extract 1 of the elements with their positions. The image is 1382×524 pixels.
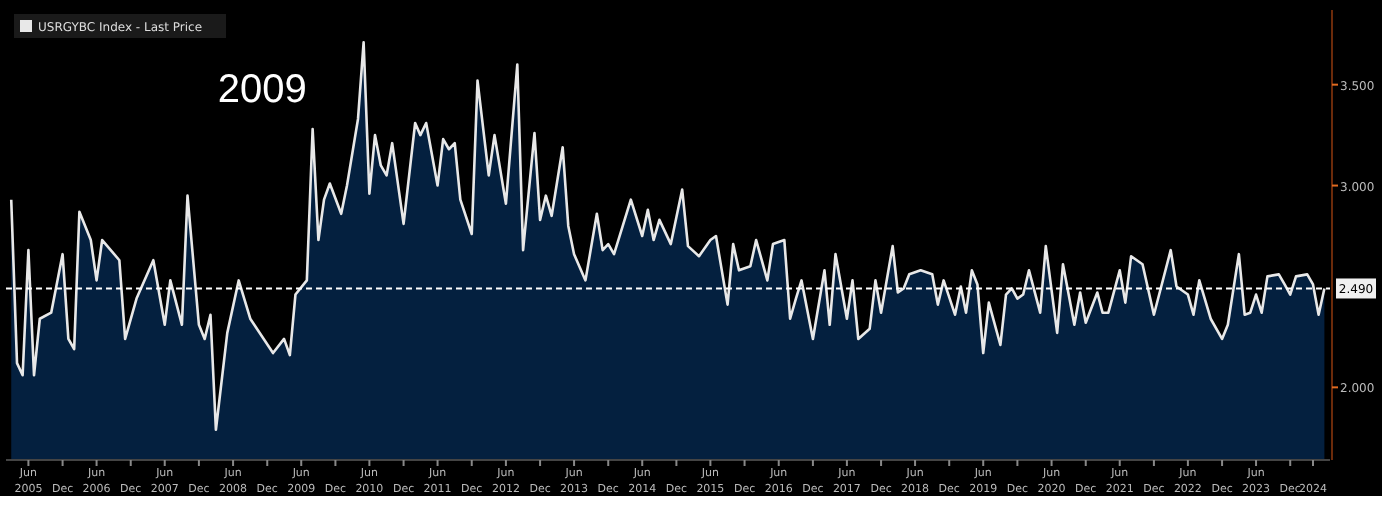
annotation: 2009 (217, 68, 307, 112)
